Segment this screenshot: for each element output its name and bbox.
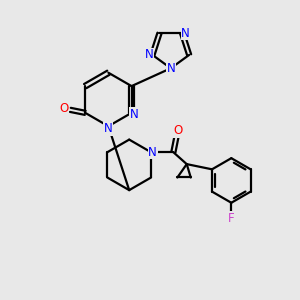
Text: O: O bbox=[173, 124, 182, 137]
Text: N: N bbox=[130, 108, 138, 121]
Text: O: O bbox=[59, 102, 68, 115]
Text: N: N bbox=[103, 122, 112, 135]
Text: F: F bbox=[228, 212, 235, 225]
Text: N: N bbox=[167, 62, 175, 75]
Text: N: N bbox=[182, 27, 190, 40]
Text: N: N bbox=[145, 48, 153, 62]
Text: N: N bbox=[148, 146, 157, 159]
